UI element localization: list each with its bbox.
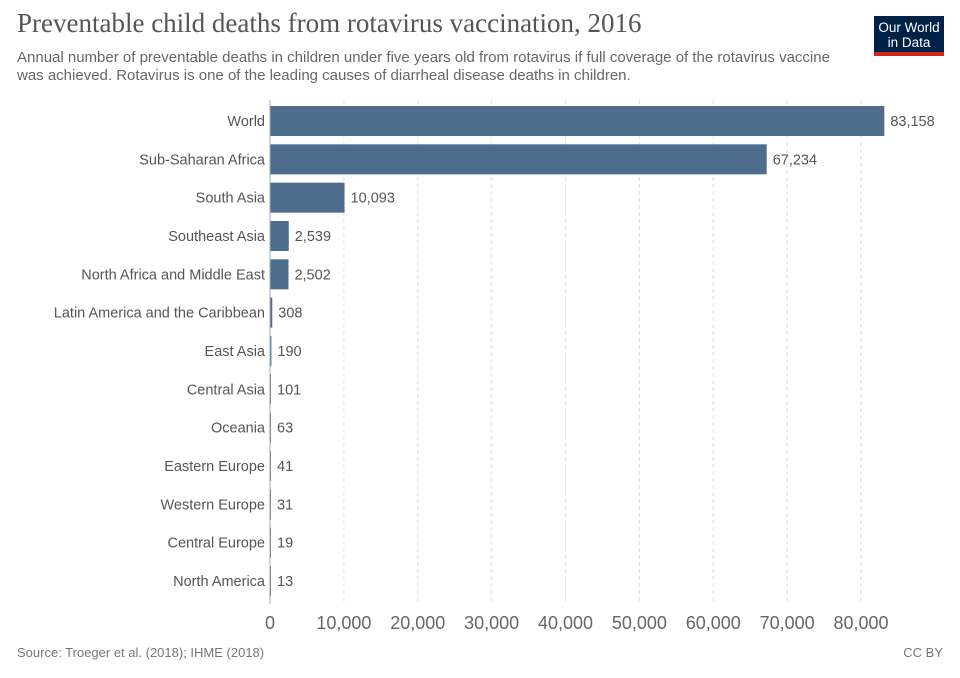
bar bbox=[270, 220, 289, 251]
value-label: 101 bbox=[277, 382, 301, 398]
x-tick-label: 50,000 bbox=[612, 613, 667, 633]
category-label: Eastern Europe bbox=[164, 459, 265, 475]
value-label: 190 bbox=[277, 344, 301, 360]
value-label: 19 bbox=[277, 536, 293, 552]
bar bbox=[270, 182, 345, 213]
value-label: 31 bbox=[277, 497, 293, 513]
x-tick-label: 10,000 bbox=[316, 613, 371, 633]
x-tick-label: 20,000 bbox=[390, 613, 445, 633]
value-label: 13 bbox=[277, 574, 293, 590]
category-label: Western Europe bbox=[160, 497, 265, 513]
source-note: Source: Troeger et al. (2018); IHME (201… bbox=[17, 645, 265, 660]
chart-subtitle: Annual number of preventable deaths in c… bbox=[17, 49, 830, 84]
bar bbox=[270, 259, 289, 290]
category-label: Southeast Asia bbox=[168, 229, 266, 245]
value-label: 10,093 bbox=[351, 191, 395, 207]
category-label: South Asia bbox=[196, 191, 266, 207]
value-label: 2,539 bbox=[295, 229, 331, 245]
category-label: Central Europe bbox=[167, 536, 265, 552]
category-label: North America bbox=[173, 574, 266, 590]
x-tick-label: 0 bbox=[265, 613, 275, 633]
value-label: 67,234 bbox=[773, 152, 817, 168]
x-tick-label: 60,000 bbox=[686, 613, 741, 633]
category-label: Latin America and the Caribbean bbox=[54, 306, 265, 322]
bar bbox=[270, 297, 273, 328]
value-label: 2,502 bbox=[294, 267, 330, 283]
category-label: East Asia bbox=[205, 344, 266, 360]
bar bbox=[270, 144, 767, 175]
value-label: 83,158 bbox=[890, 114, 934, 130]
x-tick-label: 30,000 bbox=[464, 613, 519, 633]
category-label: Sub-Saharan Africa bbox=[139, 152, 266, 168]
x-tick-label: 80,000 bbox=[833, 613, 888, 633]
value-label: 63 bbox=[277, 421, 293, 437]
x-tick-label: 40,000 bbox=[538, 613, 593, 633]
chart-title: Preventable child deaths from rotavirus … bbox=[17, 8, 642, 38]
category-label: North Africa and Middle East bbox=[81, 267, 265, 283]
value-label: 308 bbox=[278, 306, 302, 322]
bar bbox=[270, 335, 272, 366]
category-label: Oceania bbox=[211, 421, 266, 437]
value-label: 41 bbox=[277, 459, 293, 475]
logo-text: Our World in Data bbox=[878, 20, 940, 50]
category-label: Central Asia bbox=[187, 382, 266, 398]
category-label: World bbox=[227, 114, 265, 130]
x-tick-label: 70,000 bbox=[760, 613, 815, 633]
license-link[interactable]: CC BY bbox=[903, 645, 943, 660]
owid-logo[interactable]: Our World in Data bbox=[874, 16, 944, 56]
bar bbox=[270, 106, 885, 136]
